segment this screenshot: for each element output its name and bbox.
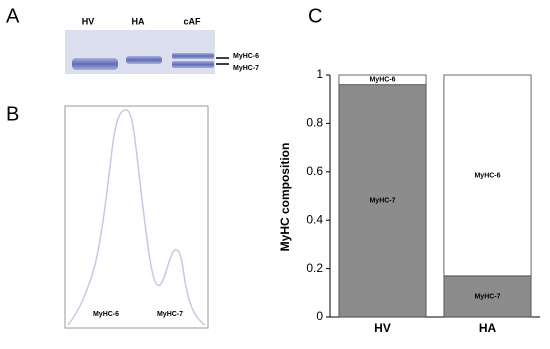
density-trace xyxy=(67,109,206,326)
band-label: MyHC-6 xyxy=(233,53,259,60)
panel-label: B xyxy=(6,103,19,125)
gel-band xyxy=(172,61,214,68)
panel-label: C xyxy=(308,5,322,27)
gel-band xyxy=(126,56,162,64)
bar-segment xyxy=(338,74,427,86)
lane-label: cAF xyxy=(183,16,201,26)
y-tick-label: 0.6 xyxy=(306,164,323,178)
x-tick-label: HA xyxy=(479,321,497,335)
lane-label: HV xyxy=(82,16,95,26)
gel-band xyxy=(72,58,118,70)
segment-label: MyHC-6 xyxy=(369,77,395,84)
panel-label: A xyxy=(6,5,20,27)
peak-label: MyHC-6 xyxy=(93,311,119,318)
lane-label: HA xyxy=(132,16,145,26)
segment-label: MyHC-6 xyxy=(474,172,500,179)
y-axis-title: MyHC composition xyxy=(278,143,292,252)
trace-frame xyxy=(64,105,209,329)
y-tick-label: 0.4 xyxy=(306,212,323,226)
y-tick-label: 0.8 xyxy=(306,116,323,130)
chart: 0 0.2 0.4 0.6 0.8 1 HV MyHC-7 MyHC-6 HA MyHC-7 MyHC… xyxy=(306,67,540,335)
band-label: MyHC-7 xyxy=(233,65,259,72)
bar-segment xyxy=(443,74,532,277)
segment-label: MyHC-7 xyxy=(369,198,395,205)
bar-segment xyxy=(338,84,427,318)
y-tick-label: 0 xyxy=(316,309,323,323)
gel-band xyxy=(172,53,214,59)
x-tick-label: HV xyxy=(374,321,391,335)
peak-label: MyHC-7 xyxy=(157,311,183,318)
y-tick-label: 0.2 xyxy=(306,261,323,275)
bar-segment xyxy=(443,275,532,318)
segment-label: MyHC-7 xyxy=(474,293,500,300)
y-tick-label: 1 xyxy=(316,67,323,81)
